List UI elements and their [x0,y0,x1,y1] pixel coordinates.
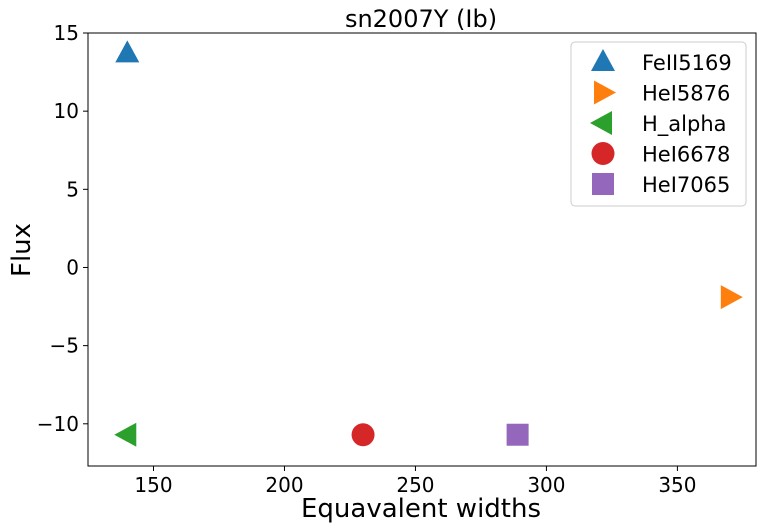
x-tick-label: 200 [265,473,303,497]
data-point-hei6678 [351,423,375,447]
legend-marker-hei6678 [591,142,615,165]
x-tick-label: 350 [658,473,696,497]
x-tick-label: 300 [527,473,565,497]
legend-marker-feii5169 [591,49,615,71]
data-points [114,40,743,447]
y-tick-label: −10 [37,412,79,436]
legend-label-hei6678: HeI6678 [642,143,730,167]
y-tick-label: 5 [66,177,79,201]
y-axis-label: Flux [7,223,37,277]
legend-label-feii5169: FeII5169 [642,51,732,75]
legend-label-hei7065: HeI7065 [642,173,730,197]
x-tick-label: 250 [396,473,434,497]
data-point-feii5169 [115,40,140,63]
y-tick-label: −5 [50,334,79,358]
x-axis-label: Equavalent widths [301,494,541,524]
data-point-hei7065 [506,423,529,446]
y-tick-label: 10 [54,99,79,123]
data-point-h-alpha [114,422,137,447]
chart-title: sn2007Y (Ib) [345,5,497,33]
y-axis-ticks: −10 −5 0 5 10 15 [37,21,88,436]
legend-marker-hei7065 [592,173,614,195]
y-tick-label: 0 [66,255,79,279]
y-tick-label: 15 [54,21,79,45]
legend-marker-h-alpha [590,111,612,135]
legend-frame [570,41,747,207]
x-tick-label: 150 [134,473,172,497]
x-axis-ticks: 150 200 250 300 350 [134,466,697,497]
legend-marker-hei5876 [594,80,616,105]
legend-label-h-alpha: H_alpha [642,112,727,137]
legend: FeII5169 HeI5876 H_alpha HeI6678 HeI7065 [570,41,747,207]
legend-label-hei5876: HeI5876 [642,82,730,106]
data-point-hei5876 [720,285,743,310]
